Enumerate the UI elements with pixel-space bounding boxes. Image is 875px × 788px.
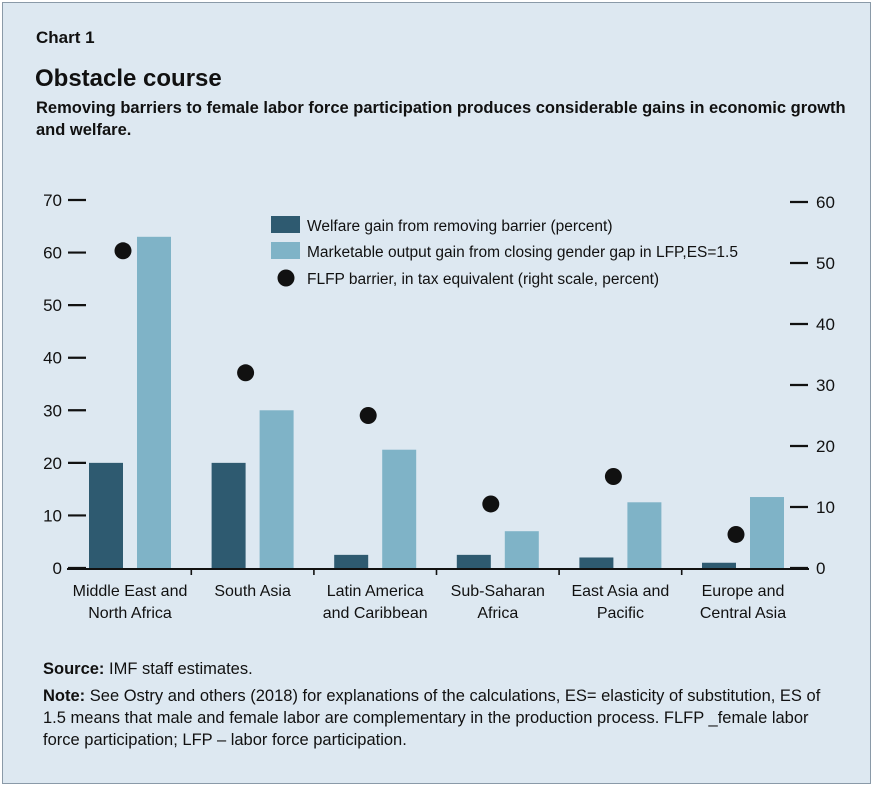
category-label: South Asia xyxy=(214,583,291,600)
left-axis-tick-label: 50 xyxy=(43,296,62,315)
category-label: North Africa xyxy=(88,605,172,622)
category-label: Middle East and xyxy=(73,583,188,600)
left-axis-tick-label: 20 xyxy=(43,454,62,473)
bar-welfare xyxy=(456,554,491,568)
flfp-dot xyxy=(482,495,500,513)
right-axis-tick-label: 40 xyxy=(816,315,835,334)
chart-notes: Source: IMF staff estimates. Note: See O… xyxy=(43,658,843,751)
bar-output xyxy=(259,410,294,568)
category-label: East Asia and xyxy=(571,583,669,600)
category-label: Europe and xyxy=(702,583,785,600)
bar-welfare xyxy=(702,562,736,568)
right-axis-tick-label: 60 xyxy=(816,193,835,212)
left-axis-tick-label: 40 xyxy=(43,349,62,368)
chart-subtitle: Removing barriers to female labor force … xyxy=(36,99,846,139)
chart-label: Chart 1 xyxy=(36,28,95,47)
bar-welfare xyxy=(211,462,246,568)
flfp-dot xyxy=(727,525,745,543)
chart-title: Obstacle course xyxy=(35,65,222,92)
flfp-dot xyxy=(237,364,255,382)
bar-welfare xyxy=(334,554,369,568)
legend-label: FLFP barrier, in tax equivalent (right s… xyxy=(307,271,659,288)
bar-output xyxy=(137,236,171,569)
flfp-dot xyxy=(604,468,622,485)
left-axis-tick-label: 60 xyxy=(43,244,62,263)
left-axis-tick-label: 10 xyxy=(43,506,62,525)
note-line: Note: See Ostry and others (2018) for ex… xyxy=(43,685,843,751)
chart-svg: 0 10 20 30 40 50 60 70 0 10 20 30 40 50 60 Middle East … xyxy=(43,191,835,622)
legend-swatch xyxy=(271,216,300,233)
source-line: Source: IMF staff estimates. xyxy=(43,658,843,680)
category-label: and Caribbean xyxy=(323,605,428,622)
left-axis-tick-label: 0 xyxy=(53,559,62,578)
category-label: Sub-Saharan xyxy=(451,583,545,600)
category-label: Africa xyxy=(477,605,518,622)
right-axis-tick-label: 20 xyxy=(816,437,835,456)
note-label: Note: xyxy=(43,687,86,705)
right-axis-tick-label: 0 xyxy=(816,559,825,578)
source-text: IMF staff estimates. xyxy=(109,660,253,678)
left-axis-tick-label: 30 xyxy=(43,401,62,420)
note-text: See Ostry and others (2018) for explanat… xyxy=(43,687,821,749)
category-label: Pacific xyxy=(597,605,644,622)
category-label: Latin America xyxy=(327,583,424,600)
source-label: Source: xyxy=(43,660,105,678)
legend-swatch xyxy=(271,242,300,259)
bar-output xyxy=(504,531,539,568)
left-axis-tick-label: 70 xyxy=(43,191,62,210)
flfp-dot xyxy=(114,242,132,260)
right-axis-tick-label: 50 xyxy=(816,254,835,273)
bar-output xyxy=(627,502,662,568)
right-axis-tick-label: 30 xyxy=(816,376,835,395)
flfp-dot xyxy=(359,407,377,424)
bar-output xyxy=(750,497,784,568)
bar-output xyxy=(382,449,417,568)
legend-label: Marketable output gain from closing gend… xyxy=(307,244,738,261)
right-axis-tick-label: 10 xyxy=(816,498,835,517)
bar-welfare xyxy=(579,557,614,568)
legend-label: Welfare gain from removing barrier (perc… xyxy=(307,218,613,235)
category-label: Central Asia xyxy=(700,605,786,622)
bar-welfare xyxy=(89,462,123,568)
legend-dot xyxy=(277,269,295,287)
